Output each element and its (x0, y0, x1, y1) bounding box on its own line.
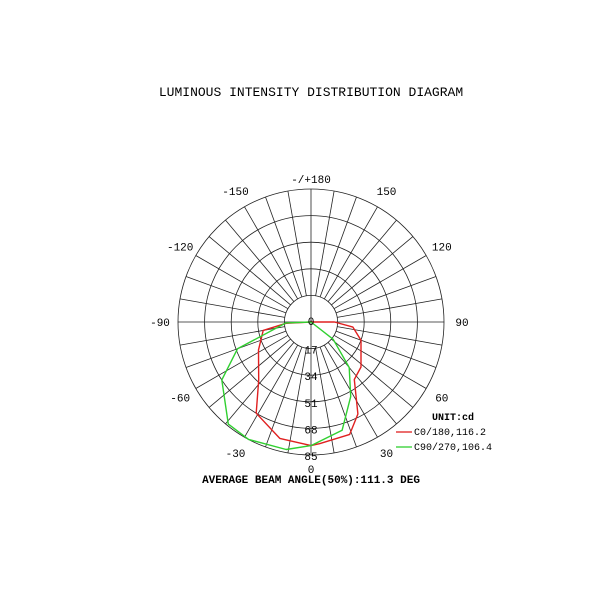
angle-label: 120 (432, 243, 452, 255)
grid-spoke (179, 298, 285, 318)
grid-spoke (315, 190, 335, 296)
legend-label-c90: C90/270,106.4 (414, 442, 492, 454)
grid-spoke (319, 346, 357, 448)
grid-spoke (323, 206, 378, 300)
curves (221, 321, 362, 451)
angle-label: -90 (150, 318, 170, 330)
radial-tick-label: 51 (304, 399, 318, 411)
grid-spoke (333, 334, 427, 389)
grid-spoke (244, 344, 299, 438)
radial-tick-label: 68 (304, 425, 317, 437)
angle-label: -60 (170, 394, 190, 406)
angle-label: -120 (167, 243, 193, 255)
grid-spoke (208, 338, 291, 408)
beam-angle-footer: AVERAGE BEAM ANGLE(50%):111.3 DEG (202, 475, 420, 487)
radial-tick-label: 85 (304, 452, 317, 464)
grid-spoke (315, 348, 335, 454)
grid-spoke (225, 342, 295, 425)
grid-spoke (331, 338, 414, 408)
grid-spoke (335, 330, 437, 368)
unit-label: UNIT:cd (432, 412, 474, 424)
angle-label: -/+180 (291, 175, 331, 187)
grid-spoke (337, 326, 443, 346)
grid-spoke (185, 276, 287, 314)
angle-label: -30 (226, 449, 246, 461)
grid-spoke (185, 330, 287, 368)
grid-spoke (337, 298, 443, 318)
grid-spoke (225, 219, 295, 302)
grid-spoke (287, 348, 307, 454)
radial-tick-label: 34 (304, 372, 318, 384)
angle-label: 90 (455, 318, 468, 330)
grid-spoke (195, 334, 289, 389)
grid-spoke (319, 196, 357, 298)
angle-label: 30 (380, 449, 393, 461)
chart-title: LUMINOUS INTENSITY DISTRIBUTION DIAGRAM (159, 85, 463, 100)
grid-spoke (244, 206, 299, 300)
grid-spoke (179, 326, 285, 346)
grid-spoke (195, 255, 289, 310)
series-curve-1 (221, 321, 352, 451)
grid-spoke (265, 196, 303, 298)
angle-label: 150 (377, 187, 397, 199)
grid-spoke (333, 255, 427, 310)
grid-spoke (331, 236, 414, 306)
grid-spoke (287, 190, 307, 296)
grid-spoke (265, 346, 303, 448)
angle-label: 0 (308, 465, 315, 477)
radial-tick-label: 0 (308, 317, 315, 329)
polar-grid (177, 188, 445, 456)
radial-tick-label: 17 (304, 346, 317, 358)
labels: 0 17 34 51 68 85 -/+180 -150 150 -120 120 -90 90 -60 6… (150, 175, 469, 477)
legend-label-c0: C0/180,116.2 (414, 427, 486, 439)
series-curve-0 (255, 321, 362, 447)
grid-spoke (327, 342, 397, 425)
angle-label: 60 (435, 394, 448, 406)
grid-spoke (335, 276, 437, 314)
grid-spoke (208, 236, 291, 306)
grid-spoke (327, 219, 397, 302)
angle-label: -150 (222, 187, 248, 199)
